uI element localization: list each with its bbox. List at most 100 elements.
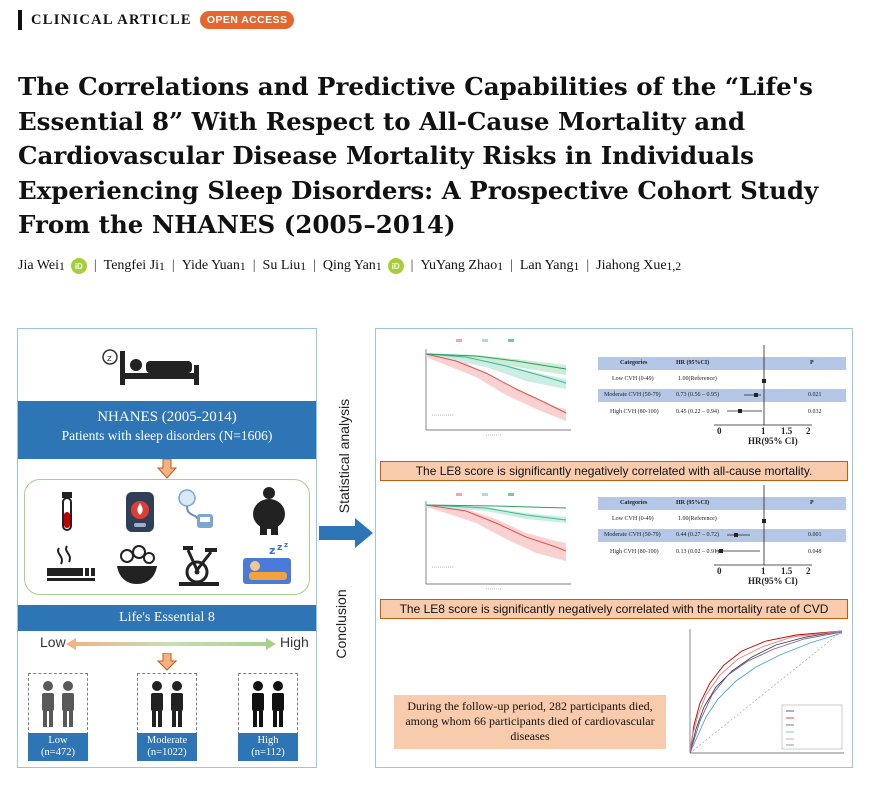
article-title: The Correlations and Predictive Capabili… (18, 72, 819, 239)
cohort-panel: z NHANES (2005-2014) Patients with sleep… (17, 328, 317, 768)
author-name[interactable]: Su Liu (262, 258, 301, 273)
forest-header-1 (598, 357, 846, 370)
author-affiliation: 1 (239, 259, 246, 273)
healthy-diet-icon (117, 545, 157, 584)
forest2-row2-bg (598, 529, 846, 542)
forest1-row3-hr: 0.45 (0.22 – 0.94) (676, 409, 719, 415)
forest1-tick: 0 (717, 426, 722, 436)
author-name[interactable]: Lan Yang (519, 258, 574, 273)
nhanes-title: NHANES (2005-2014) (97, 409, 237, 425)
forest1-row2-cat: Moderate CVH (50-79) (604, 392, 661, 398)
people-icon (252, 681, 284, 727)
smoking-icon (47, 545, 95, 581)
author-affiliation: 1 (573, 259, 580, 273)
down-arrow-icon (156, 459, 178, 479)
scale-arrowhead-left-icon (66, 638, 76, 650)
finding-all-cause-banner: The LE8 score is significantly negativel… (380, 461, 848, 481)
right-arrow-icon (319, 518, 373, 548)
author-name[interactable]: Jia Wei (18, 258, 59, 273)
forest-col-p: P (810, 360, 814, 366)
svg-text:z: z (277, 543, 282, 553)
people-icon (42, 681, 74, 727)
conclusion-label: Conclusion (333, 589, 349, 659)
km-survival-plot-all-cause (425, 339, 571, 436)
forest-col-categories: Categories (620, 360, 648, 366)
sleeping-bed-icon: z (102, 349, 199, 385)
scale-arrowhead-right-icon (266, 638, 276, 650)
author-name[interactable]: Yide Yuan (181, 258, 240, 273)
author-separator: | (410, 258, 414, 273)
forest2-row2-hr: 0.44 (0.27 – 0.72) (676, 532, 719, 538)
forest2-row1-hr: 1.00(Reference) (678, 516, 717, 522)
le8-banner: Life's Essential 8 (18, 605, 316, 631)
group-count: (n=112) (251, 747, 285, 758)
forest2-tick: 0 (717, 566, 722, 576)
moderate-group-figures (137, 673, 197, 735)
forest1-row3-cat: High CVH (80-100) (610, 409, 659, 415)
open-access-badge[interactable]: OPEN ACCESS (199, 11, 295, 29)
results-panel: Categories HR (95%CI) P Low CVH (0-49) 1… (375, 328, 853, 768)
forest-col-hr: HR (95%CI) (676, 500, 710, 506)
svg-text:z: z (269, 544, 275, 557)
forest-plot-1-marks (714, 345, 812, 426)
author-affiliation: 1 (159, 259, 165, 273)
moderate-group-label: Moderate (n=1022) (137, 733, 197, 761)
forest-col-hr: HR (95%CI) (676, 360, 710, 366)
nhanes-banner: NHANES (2005-2014) Patients with sleep d… (18, 401, 316, 459)
forest-col-p: P (810, 500, 814, 506)
author-affiliation: 1 (59, 259, 65, 273)
high-group-label: High (n=112) (238, 733, 298, 761)
blood-test-tube-icon (62, 492, 72, 531)
forest-header-2 (598, 497, 846, 510)
sleep-health-icon: z z z (243, 542, 291, 584)
group-count: (n=1022) (147, 747, 187, 758)
forest1-row2-hr: 0.73 (0.56 – 0.95) (676, 392, 719, 398)
orcid-icon[interactable]: iD (387, 258, 404, 274)
author-affiliation: 1,2 (666, 259, 682, 273)
gradient-scale-arrow (73, 642, 268, 646)
forest1-tick: 1.5 (781, 426, 793, 436)
forest2-tick: 2 (806, 566, 811, 576)
forest2-row3-hr: 0.13 (0.02 – 0.91) (676, 549, 719, 555)
blood-pressure-icon (178, 489, 213, 528)
author-affiliation: 1 (497, 259, 504, 273)
forest2-row2-cat: Moderate CVH (50-79) (604, 532, 661, 538)
forest2-row3-p: 0.048 (808, 549, 822, 555)
body-weight-icon (253, 487, 285, 535)
author-list: Jia Wei 1 iD | Tengfei Ji 1 | Yide Yuan 1 | Su Liu… (18, 258, 681, 274)
group-count: (n=472) (41, 747, 75, 758)
forest2-tick: 1.5 (781, 566, 793, 576)
forest1-tick: 2 (806, 426, 811, 436)
high-label: High (280, 634, 309, 650)
svg-text:z: z (107, 354, 112, 364)
author-name[interactable]: Qing Yan (322, 258, 376, 273)
forest1-row1-hr: 1.00(Reference) (678, 376, 717, 382)
article-header: CLINICAL ARTICLE OPEN ACCESS (18, 10, 295, 30)
conclusion-summary-box: During the follow-up period, 282 partici… (394, 695, 666, 749)
exercise-bike-icon (179, 546, 219, 586)
author-separator: | (171, 258, 175, 273)
author-separator: | (313, 258, 316, 273)
forest2-row1-cat: Low CVH (0-49) (612, 516, 654, 522)
svg-text:z: z (284, 542, 288, 549)
statistical-analysis-label: Statistical analysis (336, 398, 352, 514)
forest1-row2-p: 0.021 (808, 392, 822, 398)
forest1-axis-label: HR(95% CI) (748, 436, 798, 446)
author-separator: | (93, 258, 97, 273)
forest1-row2-bg (598, 389, 846, 402)
graphical-abstract: z NHANES (2005-2014) Patients with sleep… (0, 318, 873, 787)
orcid-icon[interactable]: iD (70, 258, 87, 274)
author-separator: | (586, 258, 590, 273)
header-accent-bar (18, 10, 22, 30)
author-name[interactable]: Tengfei Ji (103, 258, 160, 273)
group-name: Moderate (146, 735, 188, 746)
group-name: Low (48, 735, 68, 746)
low-label: Low (40, 634, 66, 650)
forest2-row3-cat: High CVH (80-100) (610, 549, 659, 555)
author-name[interactable]: YuYang Zhao (420, 258, 498, 273)
finding-cvd-banner: The LE8 score is significantly negativel… (380, 599, 848, 619)
forest2-tick: 1 (761, 566, 766, 576)
forest2-row2-p: 0.001 (808, 532, 822, 538)
forest1-row1-cat: Low CVH (0-49) (612, 376, 654, 382)
author-name[interactable]: Jiahong Xue (596, 258, 667, 273)
